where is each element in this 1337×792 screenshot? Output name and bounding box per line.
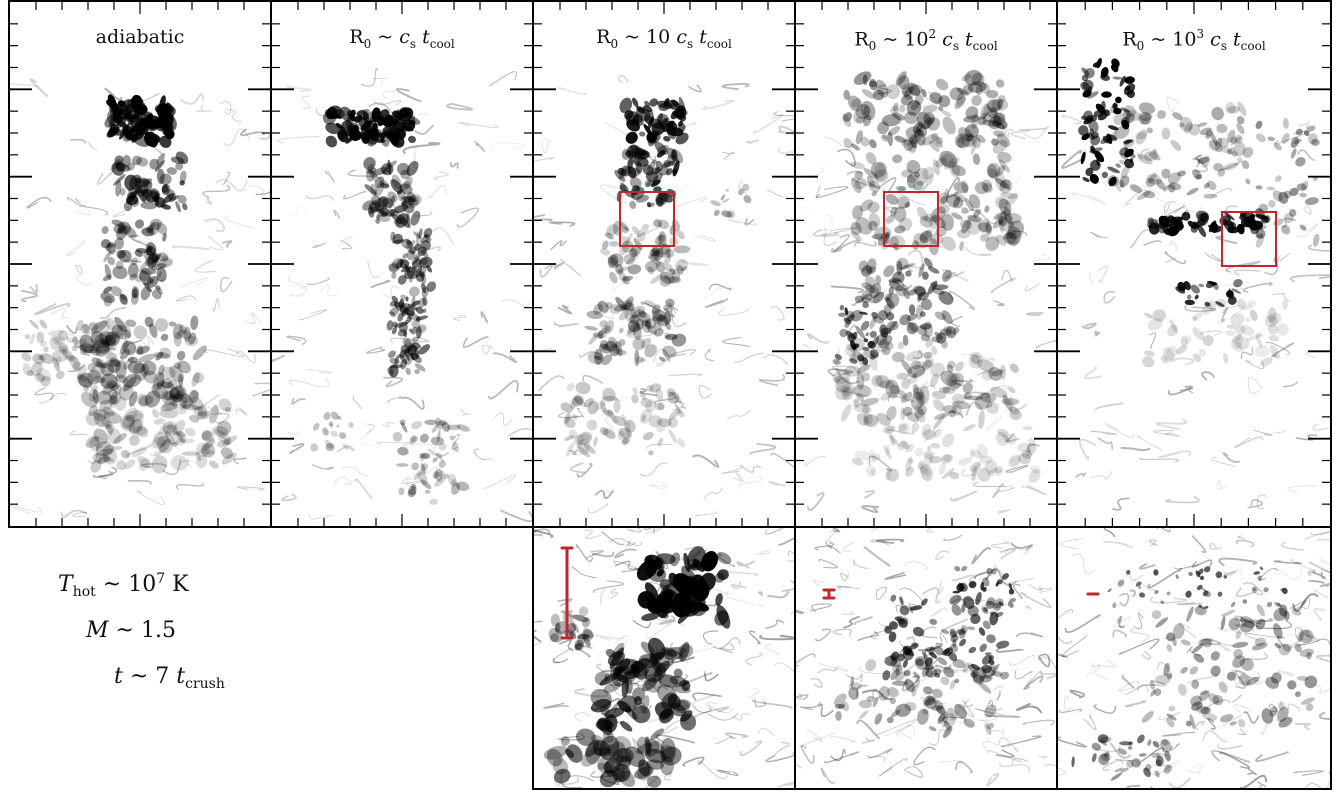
dense-gas: [310, 105, 470, 505]
axis-ticks: [1058, 2, 1330, 526]
axis-ticks: [534, 2, 794, 526]
panel-title-r0-1: R0 ~ cs tcool: [349, 26, 455, 51]
zoom-region-box: [1221, 211, 1277, 267]
zoom-density-map: [1058, 528, 1330, 788]
panel-title-r0-100: R0 ~ 102 cs tcool: [854, 27, 998, 54]
panel-r0-100: R0 ~ 102 cs tcool: [794, 0, 1058, 528]
param-temperature: Thot ~ 107 K: [58, 571, 189, 600]
dense-gas: [560, 96, 752, 458]
density-map: [272, 2, 532, 526]
zoom-region-box: [619, 191, 675, 247]
gas-filaments: [796, 84, 1056, 515]
cooling-length-scale-bar: [560, 546, 574, 640]
zoom-density-map: [534, 528, 794, 788]
panel-r0-1: R0 ~ cs tcool: [270, 0, 534, 528]
zoom-panel-r0-1000: [1056, 526, 1332, 790]
axis-ticks: [272, 2, 532, 526]
zoom-panel-r0-10: [532, 526, 796, 790]
gas-filaments: [534, 75, 794, 517]
gas-filaments: [1061, 96, 1330, 511]
density-map: [534, 2, 794, 526]
density-map: [796, 2, 1056, 526]
dense-gas: [832, 69, 1041, 483]
param-time: t ~ 7 tcrush: [114, 664, 225, 692]
dense-gas: [543, 546, 732, 788]
gas-filaments: [272, 67, 532, 523]
zoom-panel-r0-100: [794, 526, 1058, 790]
density-map: [10, 2, 270, 526]
panel-r0-10: R0 ~ 10 cs tcool: [532, 0, 796, 528]
panel-title-r0-10: R0 ~ 10 cs tcool: [596, 26, 732, 51]
dense-gas: [1078, 57, 1320, 368]
density-map: [1058, 2, 1330, 526]
axis-ticks: [10, 2, 270, 526]
dense-gas: [833, 565, 1017, 739]
zoom-region-box: [883, 191, 939, 247]
param-mach: M ~ 1.5: [86, 618, 176, 643]
axis-ticks: [796, 2, 1056, 526]
dense-gas: [21, 94, 238, 474]
panel-r0-1000: R0 ~ 103 cs tcool: [1056, 0, 1332, 528]
gas-filaments: [1058, 528, 1330, 788]
dense-gas: [1071, 566, 1318, 781]
zoom-density-map: [796, 528, 1056, 787]
panel-adiabatic: adiabatic: [8, 0, 272, 528]
gas-filaments: [10, 78, 270, 518]
panel-title-adiabatic: adiabatic: [95, 26, 185, 48]
panel-title-r0-1000: R0 ~ 103 cs tcool: [1122, 27, 1266, 54]
cooling-length-scale-bar: [822, 588, 836, 600]
